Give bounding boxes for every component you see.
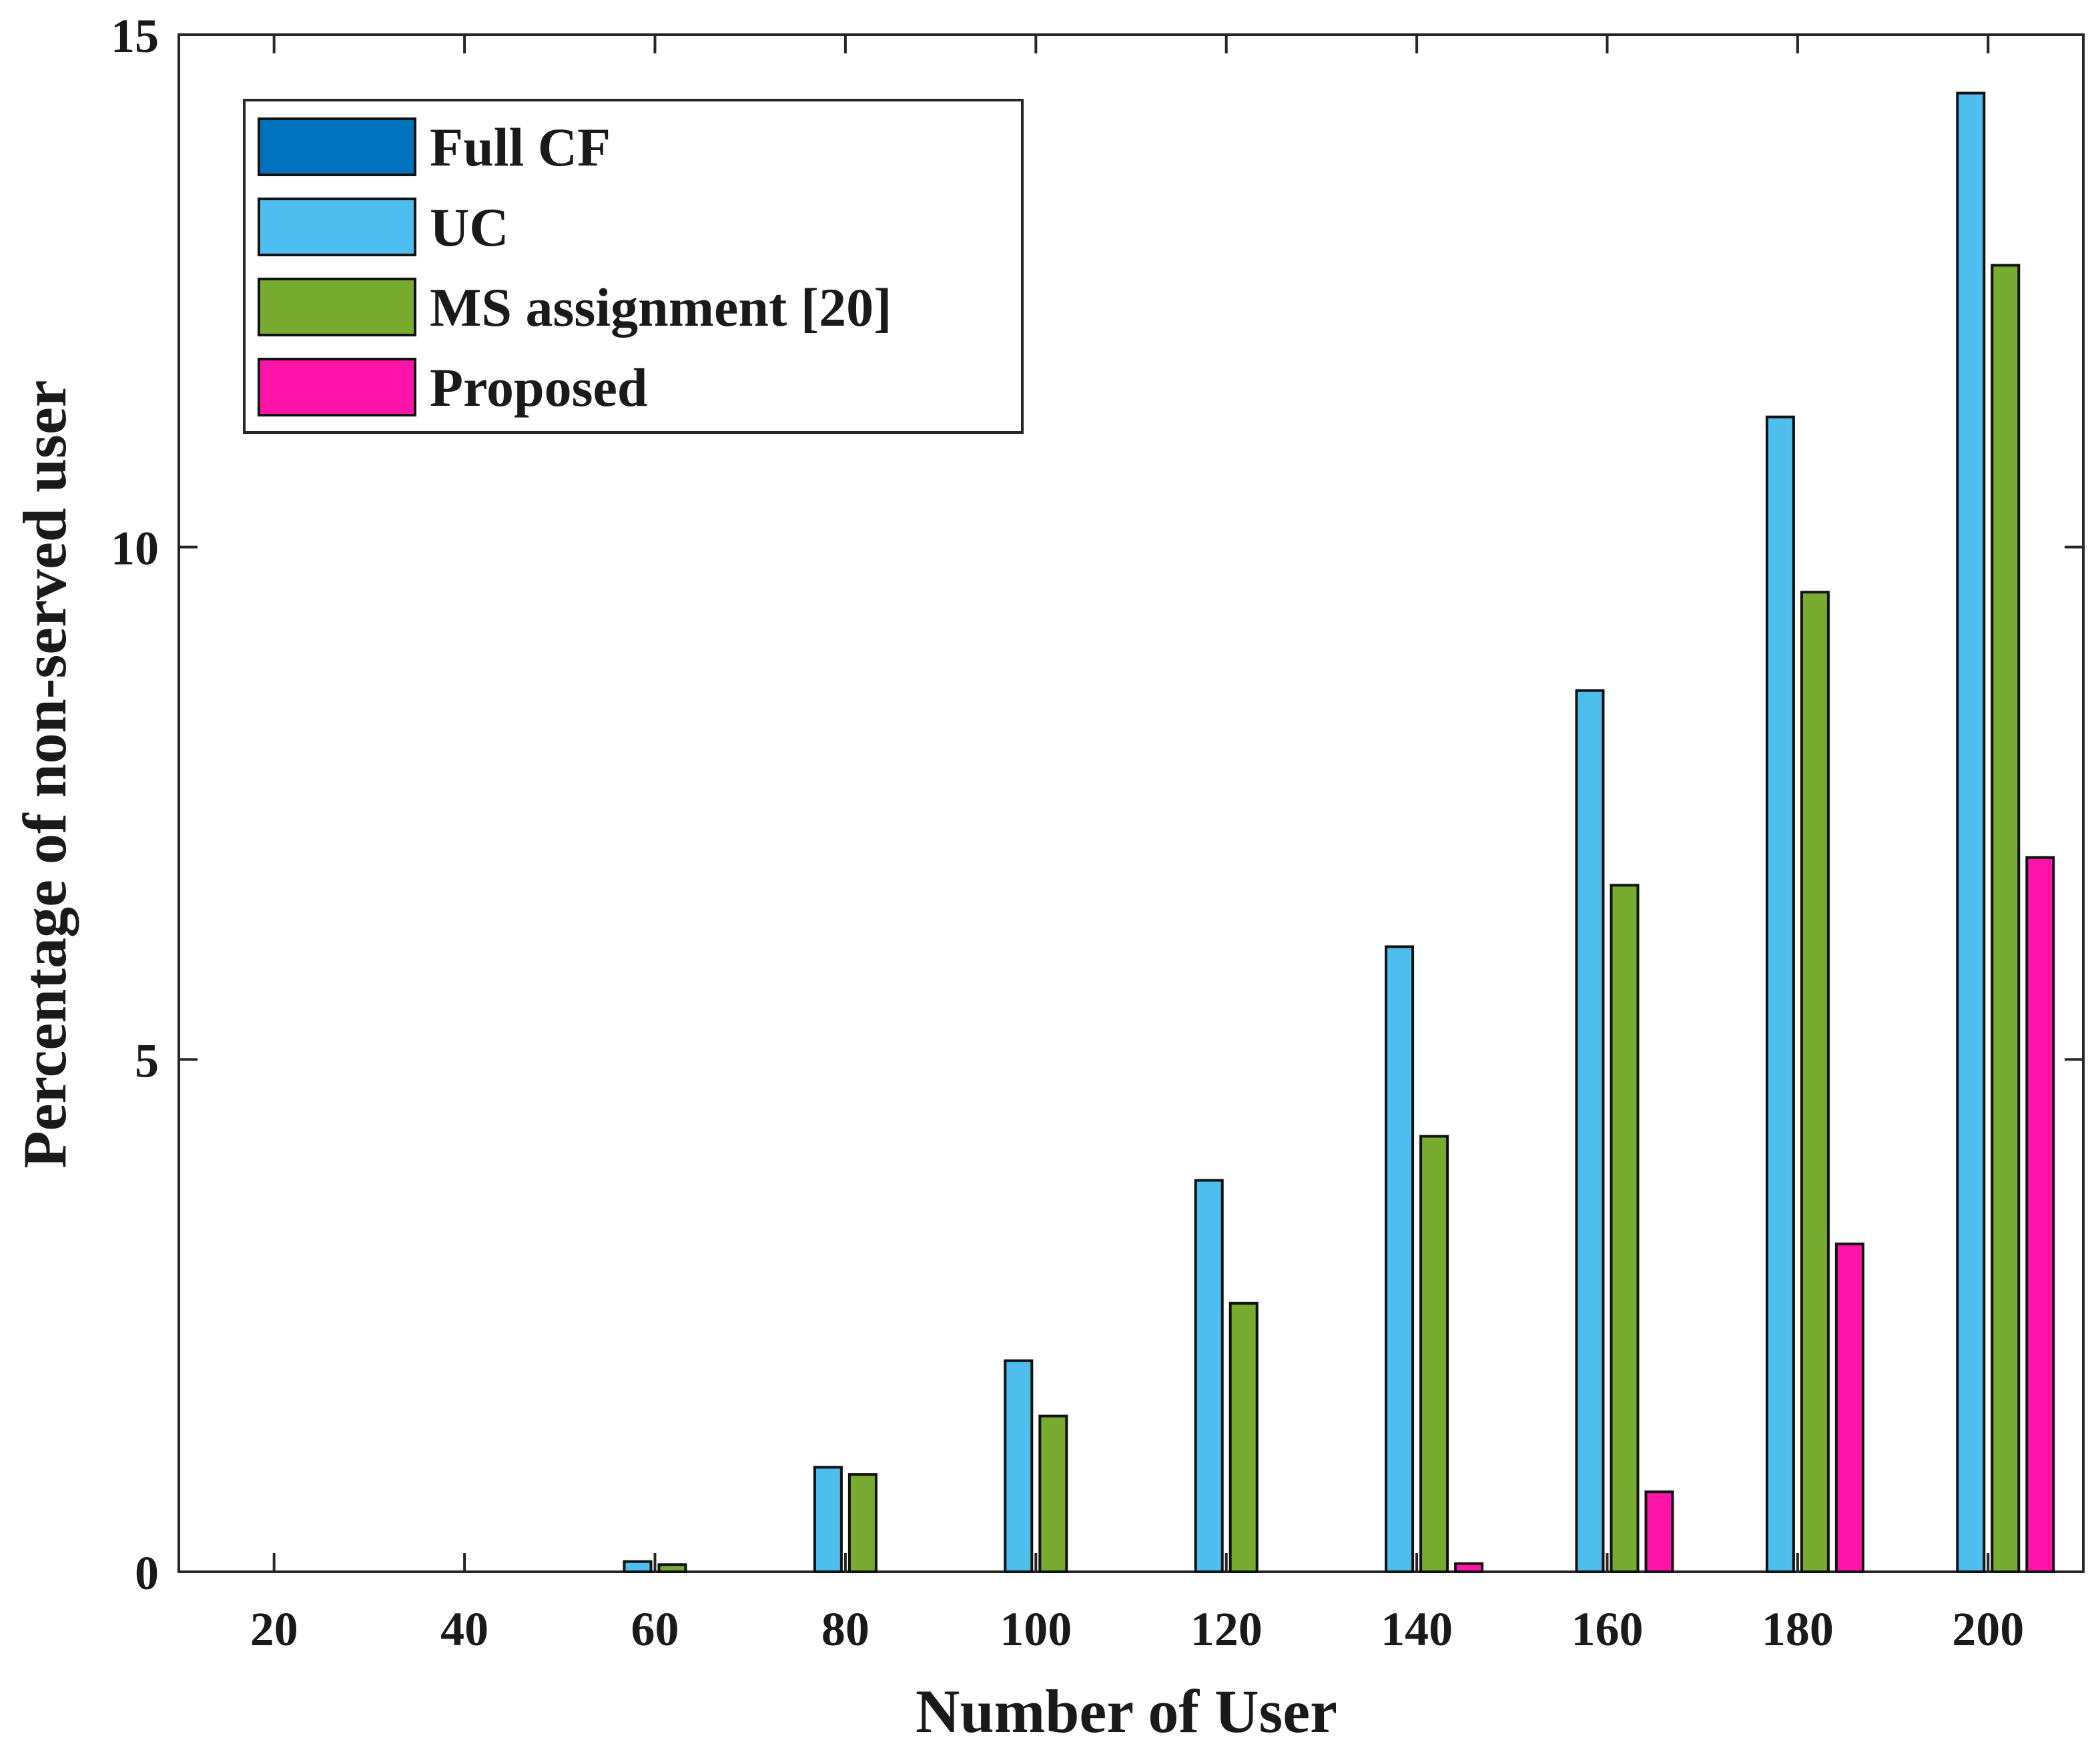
bar (2025, 856, 2055, 1573)
bar (1800, 591, 1830, 1573)
y-tick-label: 5 (135, 1034, 159, 1087)
bar (623, 1560, 653, 1574)
bar (1229, 1301, 1259, 1573)
x-tick-label: 60 (631, 1602, 679, 1656)
bar (1644, 1490, 1674, 1573)
x-tick-label: 160 (1571, 1602, 1644, 1656)
legend-swatch (258, 278, 416, 336)
x-tick-label: 120 (1190, 1602, 1263, 1656)
bar (1956, 91, 1986, 1574)
legend: Full CF UC MS assignment [20] Proposed (243, 99, 1024, 434)
x-tick-label: 20 (250, 1602, 298, 1656)
bar (813, 1466, 843, 1573)
bar (1194, 1179, 1224, 1573)
x-tick-label: 80 (821, 1602, 869, 1656)
x-axis-label: Number of User (916, 1677, 1337, 1745)
axes-frame (178, 33, 2085, 1573)
bar (1765, 415, 1795, 1573)
y-tick-label: 0 (135, 1546, 159, 1600)
x-tick-label: 200 (1952, 1602, 2024, 1656)
bar (1038, 1414, 1068, 1574)
ticks-group: 20 40 60 80 100 120 140 160 180 200 0 5 10 15 (111, 9, 2083, 1656)
legend-swatch (258, 358, 416, 416)
bar (1004, 1359, 1034, 1573)
y-axis-label: Percentage of non-served user (11, 380, 79, 1168)
bar (1834, 1242, 1864, 1574)
bar (847, 1473, 878, 1573)
x-tick-label: 100 (1000, 1602, 1072, 1656)
legend-swatch (258, 117, 416, 176)
y-tick-label: 10 (111, 522, 159, 575)
legend-label: UC (430, 197, 508, 258)
bar (657, 1563, 687, 1574)
bar (1385, 945, 1415, 1573)
legend-label: MS assignment [20] (430, 277, 892, 338)
x-tick-label: 180 (1762, 1602, 1834, 1656)
bar (1575, 689, 1605, 1573)
bar (1419, 1135, 1449, 1573)
x-tick-label: 140 (1381, 1602, 1453, 1656)
plot-area-border (178, 33, 2085, 1573)
bar (1610, 884, 1640, 1573)
bar (1991, 264, 2021, 1574)
x-tick-label: 40 (440, 1602, 488, 1656)
bars-group (623, 91, 2055, 1574)
legend-label: Proposed (430, 357, 648, 418)
legend-swatch (258, 198, 416, 256)
y-tick-label: 15 (111, 9, 159, 63)
legend-label: Full CF (430, 117, 611, 178)
bar (1454, 1562, 1484, 1573)
